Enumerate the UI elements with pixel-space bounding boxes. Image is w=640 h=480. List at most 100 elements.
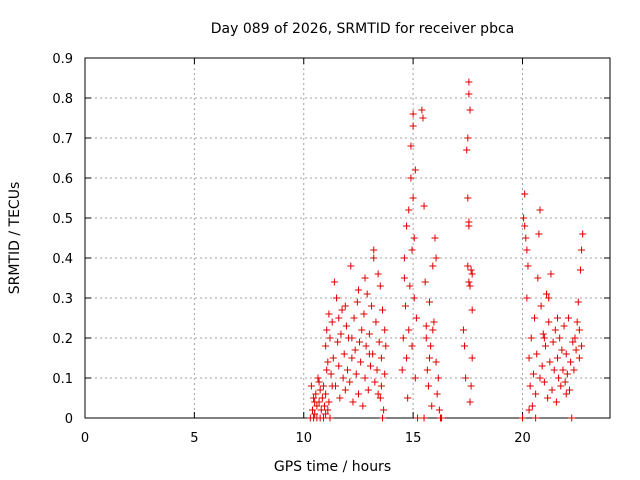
data-point: [422, 322, 430, 330]
data-point: [543, 290, 551, 298]
data-point: [426, 298, 434, 306]
data-point: [540, 378, 548, 386]
data-point: [421, 278, 429, 286]
data-point: [335, 362, 343, 370]
data-point: [328, 318, 336, 326]
data-point: [428, 402, 436, 410]
data-point: [335, 314, 343, 322]
data-point: [411, 374, 419, 382]
data-point: [430, 318, 438, 326]
data-point: [545, 318, 553, 326]
data-point: [536, 374, 544, 382]
chart-grid: [85, 58, 610, 418]
data-point: [317, 406, 325, 414]
data-point: [579, 230, 587, 238]
data-points: [306, 78, 587, 422]
data-point: [409, 110, 417, 118]
data-point: [360, 310, 368, 318]
data-point: [356, 338, 364, 346]
data-point: [371, 378, 379, 386]
data-point: [319, 382, 327, 390]
data-point: [465, 90, 473, 98]
data-point: [435, 406, 443, 414]
data-point: [554, 314, 561, 322]
data-point: [370, 246, 378, 254]
data-point: [410, 234, 418, 242]
data-point: [520, 214, 528, 222]
data-point: [325, 310, 333, 318]
data-point: [348, 354, 356, 362]
data-point: [414, 414, 421, 422]
data-point: [568, 414, 576, 422]
y-tick-label: 0.4: [52, 252, 73, 267]
data-point: [361, 274, 369, 282]
data-point: [532, 390, 540, 398]
data-point: [400, 274, 408, 282]
data-point: [330, 278, 338, 286]
data-point: [466, 282, 474, 290]
data-point: [348, 334, 356, 342]
data-point: [410, 294, 418, 302]
data-point: [418, 106, 426, 114]
data-point: [366, 362, 374, 370]
data-point: [468, 306, 476, 314]
data-point: [333, 294, 341, 302]
data-point: [464, 194, 472, 202]
data-point: [576, 266, 584, 274]
data-point: [541, 342, 549, 350]
data-point: [420, 414, 428, 422]
data-point: [377, 382, 385, 390]
data-point: [531, 314, 539, 322]
data-point: [322, 390, 330, 398]
data-point: [379, 414, 386, 422]
data-point: [540, 334, 548, 342]
data-point: [318, 394, 326, 402]
data-point: [408, 246, 416, 254]
data-point: [434, 374, 442, 382]
data-point: [427, 342, 435, 350]
y-tick-label: 0.6: [52, 172, 73, 187]
data-point: [327, 370, 335, 378]
data-point: [365, 330, 373, 338]
data-point: [399, 334, 407, 342]
data-point: [466, 106, 474, 114]
data-point: [560, 322, 568, 330]
data-point: [555, 374, 563, 382]
data-point: [409, 194, 417, 202]
data-point: [334, 338, 342, 346]
data-point: [554, 354, 561, 362]
data-point: [354, 390, 362, 398]
y-tick-label: 0.2: [52, 332, 73, 347]
data-point: [575, 354, 583, 362]
data-point: [315, 378, 323, 386]
data-point: [523, 294, 531, 302]
data-point: [359, 402, 367, 410]
data-point: [354, 286, 362, 294]
data-point: [326, 414, 334, 422]
data-point: [562, 350, 570, 358]
data-point: [379, 306, 386, 314]
y-axis-label: SRMTID / TECUs: [7, 182, 23, 295]
data-point: [558, 346, 566, 354]
data-point: [338, 306, 346, 314]
data-point: [465, 278, 473, 286]
data-point: [363, 290, 371, 298]
data-point: [423, 366, 431, 374]
data-point: [307, 382, 315, 390]
data-point: [521, 222, 529, 230]
data-point: [528, 402, 536, 410]
data-point: [408, 342, 416, 350]
data-point: [365, 350, 373, 358]
data-point: [313, 402, 321, 410]
data-point: [564, 314, 572, 322]
data-point: [364, 386, 372, 394]
data-point: [314, 374, 322, 382]
data-point: [422, 334, 430, 342]
data-point: [567, 358, 575, 366]
data-point: [521, 190, 529, 198]
y-tick-label: 0.5: [52, 212, 73, 227]
x-tick-label: 5: [190, 431, 198, 446]
data-point: [459, 326, 467, 334]
data-point: [381, 370, 389, 378]
